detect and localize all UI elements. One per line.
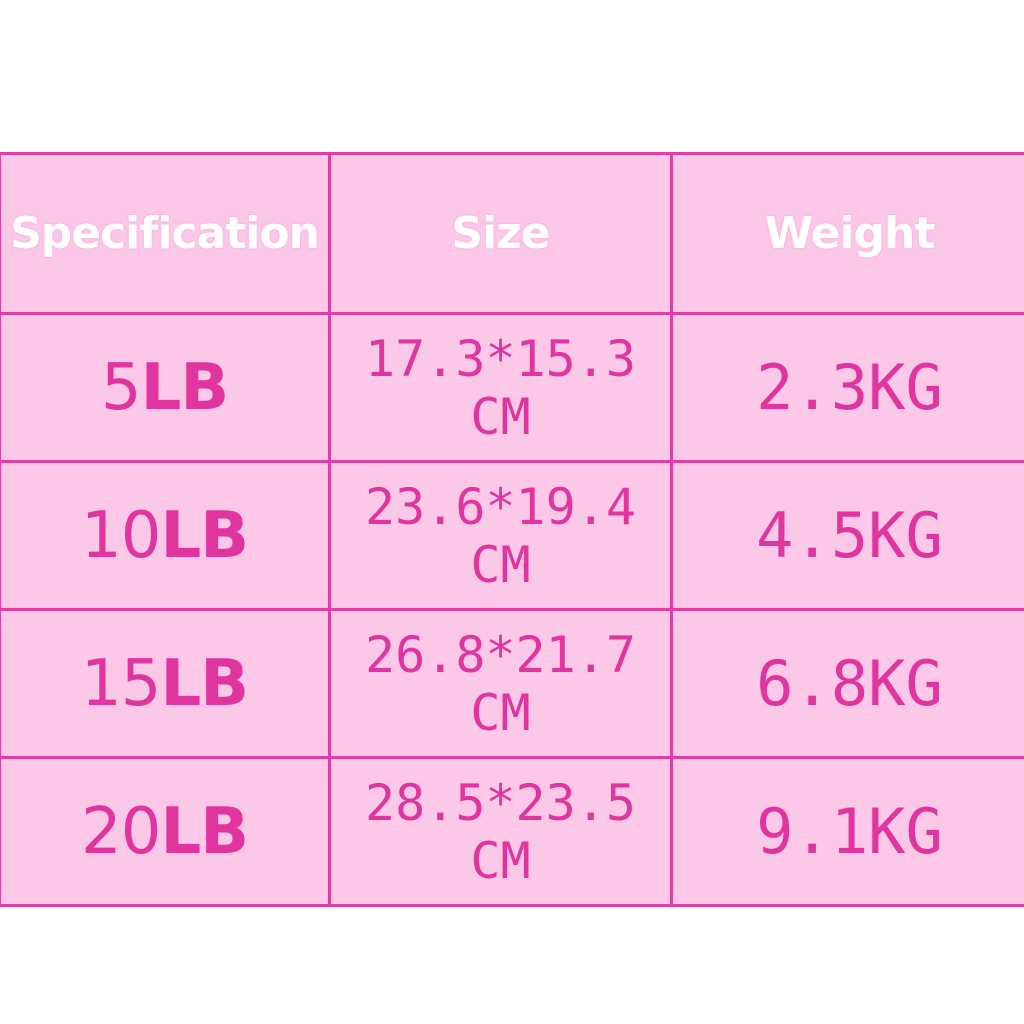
table-row: 5LB 17.3*15.3 CM 2.3KG (0, 312, 1024, 463)
spec-cell: 15LB (0, 608, 331, 759)
weight-cell: 9.1KG (670, 756, 1024, 907)
size-unit: CM (470, 387, 531, 446)
size-unit: CM (470, 831, 531, 890)
size-unit: CM (470, 683, 531, 742)
table-row: 15LB 26.8*21.7 CM 6.8KG (0, 608, 1024, 759)
weight-cell: 4.5KG (670, 460, 1024, 611)
size-cell: 26.8*21.7 CM (328, 608, 673, 759)
size-cell: 17.3*15.3 CM (328, 312, 673, 463)
spec-cell: 5LB (0, 312, 331, 463)
table-row: 20LB 28.5*23.5 CM 9.1KG (0, 756, 1024, 907)
size-dimensions: 23.6*19.4 (365, 477, 636, 536)
size-dimensions: 26.8*21.7 (365, 625, 636, 684)
size-cell: 28.5*23.5 CM (328, 756, 673, 907)
spec-number: 5 (100, 350, 142, 425)
spec-table: Specification Size Weight 5LB 17.3*15.3 C… (0, 152, 1024, 907)
weight-cell: 6.8KG (670, 608, 1024, 759)
spec-number: 20 (81, 794, 161, 869)
spec-unit: LB (160, 646, 249, 721)
spec-unit: LB (160, 794, 249, 869)
spec-cell: 10LB (0, 460, 331, 611)
spec-unit: LB (140, 350, 230, 425)
size-unit: CM (470, 535, 531, 594)
size-dimensions: 17.3*15.3 (365, 329, 636, 388)
size-dimensions: 28.5*23.5 (365, 773, 636, 832)
size-cell: 23.6*19.4 CM (328, 460, 673, 611)
header-weight: Weight (670, 152, 1024, 315)
spec-number: 10 (81, 498, 161, 573)
header-row: Specification Size Weight (0, 152, 1024, 315)
spec-number: 15 (81, 646, 161, 721)
header-size: Size (328, 152, 673, 315)
header-specification: Specification (0, 152, 331, 315)
weight-cell: 2.3KG (670, 312, 1024, 463)
table-row: 10LB 23.6*19.4 CM 4.5KG (0, 460, 1024, 611)
spec-cell: 20LB (0, 756, 331, 907)
spec-unit: LB (160, 498, 249, 573)
